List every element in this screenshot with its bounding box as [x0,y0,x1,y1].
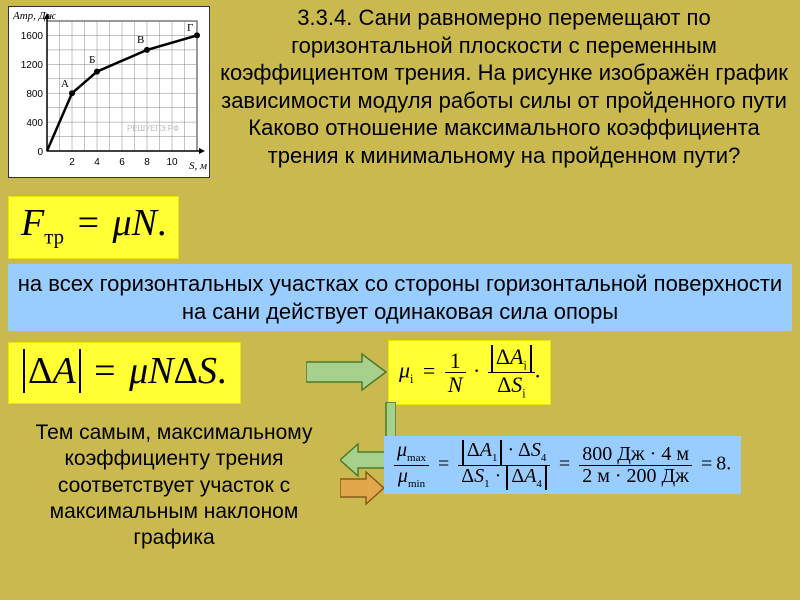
svg-text:1200: 1200 [21,60,44,71]
svg-text:10: 10 [166,157,178,168]
svg-text:Г: Г [187,22,193,34]
formula-friction-force: Fтр = μN. [8,196,179,259]
x-axis-label: S, м [189,160,207,172]
svg-text:1600: 1600 [21,31,44,42]
formula-ratio: μmax μmin = ΔA1 · ΔS4 ΔS1 · ΔA4 = 800 Дж… [384,436,741,494]
note-equal-normal-force: на всех горизонтальных участках со сторо… [8,264,792,331]
graph-svg: Aтр, Дж S, м [9,7,209,177]
svg-text:6: 6 [119,157,125,168]
svg-text:4: 4 [94,157,100,168]
svg-text:А: А [61,78,69,90]
graph-watermark: РЕШУЕГЭ.РФ [127,124,179,133]
note-max-slope: Тем самым, максимальному коэффициенту тр… [8,420,340,551]
y-axis-label: Aтр, Дж [12,10,57,22]
svg-text:0: 0 [37,147,43,158]
formula-mu-i: μi = 1N · ΔAi ΔSi . [388,340,551,405]
arrow-to-mui [306,352,388,392]
arrow-to-result [340,470,386,506]
svg-text:Б: Б [89,54,95,66]
svg-text:400: 400 [26,118,43,129]
note2-text: Тем самым, максимальному коэффициенту тр… [36,421,313,549]
svg-text:800: 800 [26,89,43,100]
svg-text:2: 2 [69,157,75,168]
note1-text: на всех горизонтальных участках со сторо… [18,271,782,324]
svg-text:8: 8 [144,157,150,168]
svg-text:В: В [137,34,144,46]
work-vs-path-graph: Aтр, Дж S, м [8,6,210,178]
formula-work-increment: ΔA = μNΔS. [8,342,241,404]
problem-statement: 3.3.4. Сани равномерно перемещают по гор… [216,4,792,169]
problem-number: 3.3.4. [297,5,352,30]
